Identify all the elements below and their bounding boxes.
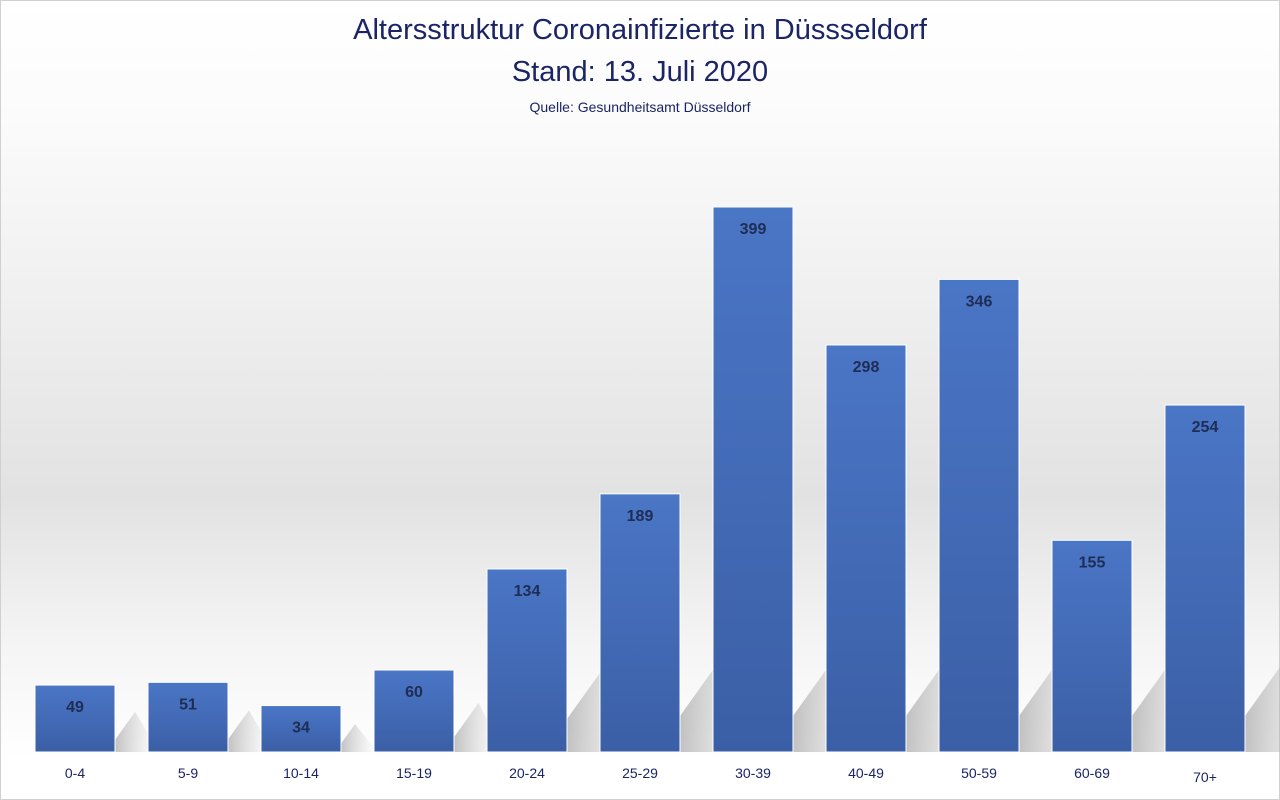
data-label: 189 xyxy=(627,508,654,525)
data-label: 298 xyxy=(853,359,880,376)
x-tick-label: 25-29 xyxy=(622,765,658,781)
data-label: 34 xyxy=(292,720,310,737)
bar-70+ xyxy=(1164,404,1246,753)
chart-subtitle: Stand: 13. Juli 2020 xyxy=(511,56,769,88)
chart-source: Quelle: Gesundheitsamt Düsseldorf xyxy=(529,99,751,115)
data-label: 51 xyxy=(179,696,197,713)
bar-50-59 xyxy=(938,278,1020,753)
data-label: 254 xyxy=(1192,419,1219,436)
chart-title: Altersstruktur Coronainfizierte in Düsss… xyxy=(353,14,927,46)
bar-25-29 xyxy=(599,493,681,753)
x-tick-label: 15-19 xyxy=(396,765,432,781)
data-label: 60 xyxy=(405,684,423,701)
data-label: 134 xyxy=(514,583,541,600)
x-tick-label: 0-4 xyxy=(65,765,85,781)
bar-10-14 xyxy=(260,705,342,753)
bar-15-19 xyxy=(373,669,455,753)
bar-30-39 xyxy=(712,206,794,753)
bar-60-69 xyxy=(1051,539,1133,753)
x-tick-label: 60-69 xyxy=(1074,765,1110,781)
x-tick-label: 10-14 xyxy=(283,765,319,781)
x-tick-label: 50-59 xyxy=(961,765,997,781)
data-label: 346 xyxy=(966,293,993,310)
x-tick-label: 70+ xyxy=(1193,769,1217,785)
data-label: 49 xyxy=(66,699,84,716)
bar-0-4 xyxy=(34,684,116,753)
bar-shadow xyxy=(341,724,378,752)
x-tick-label: 30-39 xyxy=(735,765,771,781)
x-tick-label: 40-49 xyxy=(848,765,884,781)
bar-shadow xyxy=(1245,667,1280,752)
bar-40-49 xyxy=(825,344,907,753)
bar-20-24 xyxy=(486,568,568,753)
data-label: 399 xyxy=(740,221,767,238)
bar-5-9 xyxy=(147,681,229,753)
x-tick-label: 20-24 xyxy=(509,765,545,781)
data-label: 155 xyxy=(1079,554,1106,571)
x-tick-label: 5-9 xyxy=(178,765,198,781)
